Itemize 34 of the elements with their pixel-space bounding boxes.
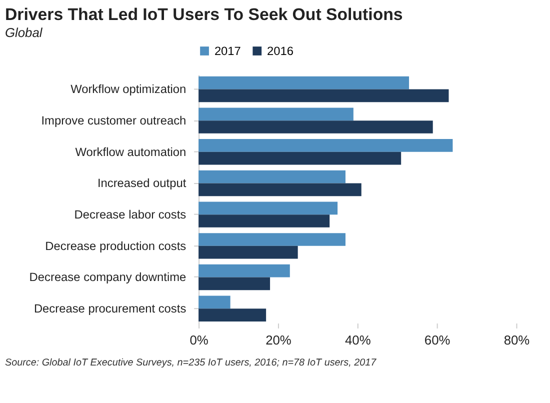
bar [198, 202, 338, 215]
bar [198, 152, 402, 165]
x-tick-label: 20% [266, 332, 292, 348]
chart-title: Drivers That Led IoT Users To Seek Out Solutions [4, 5, 403, 24]
bar [198, 214, 330, 228]
y-tick-label: Improve customer outreach [41, 114, 186, 128]
text: Global [4, 25, 44, 40]
bar [198, 233, 346, 246]
bar [198, 183, 362, 196]
y-tick-label: Decrease company downtime [29, 270, 187, 284]
bar [198, 120, 433, 134]
legend-label: 2017 [214, 44, 242, 58]
bar [198, 76, 410, 90]
x-tick-label: 40% [344, 332, 371, 348]
bar [198, 246, 298, 259]
y-tick-label: Increased output [97, 176, 187, 190]
source-note: Source: Global IoT Executive Surveys, n=235 IoT users, 2016; n=78 IoT users, 2017 [4, 358, 377, 369]
y-tick-label: Decrease production costs [45, 238, 186, 253]
x-tick-label: 60% [424, 332, 450, 348]
bar [198, 108, 354, 121]
bar [198, 139, 453, 152]
legend-label: 2016 [267, 44, 294, 58]
x-tick-label: 80% [504, 332, 530, 348]
bar [198, 264, 290, 278]
y-tick-label: Workflow optimization [70, 82, 186, 96]
bar [198, 296, 230, 309]
bar [198, 277, 270, 290]
bar [198, 170, 346, 184]
y-tick-label: Decrease procurement costs [34, 302, 186, 316]
y-tick-label: Workflow automation [75, 144, 186, 159]
x-tick-label: 0% [190, 332, 208, 348]
bar [198, 89, 449, 102]
y-tick-label: Decrease labor costs [74, 208, 186, 222]
bar [198, 308, 266, 322]
